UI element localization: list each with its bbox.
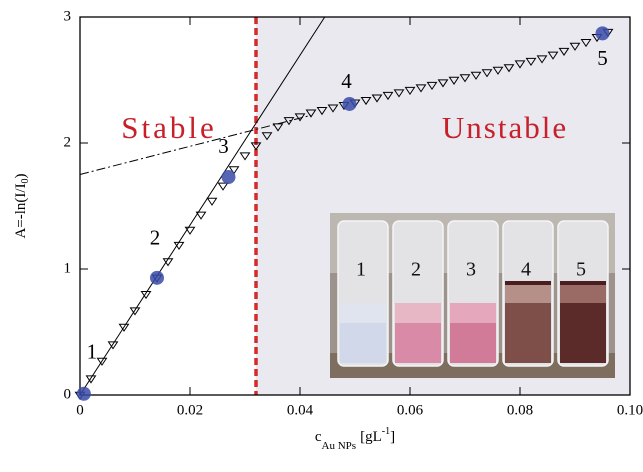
vial-liquid-top xyxy=(505,283,551,303)
data-point xyxy=(175,242,184,249)
highlight-label: 2 xyxy=(150,226,161,250)
x-tick-label: 0.04 xyxy=(287,402,314,418)
data-point xyxy=(208,198,217,205)
y-label-end: ) xyxy=(13,173,29,178)
vial-label: 4 xyxy=(521,259,531,281)
highlight-point xyxy=(222,170,236,184)
x-tick-label: 0.02 xyxy=(177,402,203,418)
x-tick-label: 0 xyxy=(76,402,84,418)
vial-meniscus xyxy=(560,281,606,285)
y-tick-label: 1 xyxy=(64,260,72,276)
data-point xyxy=(131,308,140,315)
x-label-sub: Au NPs xyxy=(322,440,357,452)
highlight-point xyxy=(150,271,164,285)
vial-meniscus xyxy=(505,281,551,285)
page: A=-ln(I/I0) cAu NPs[gL-1] 1234500.020.04… xyxy=(0,0,643,472)
x-label-end: ] xyxy=(390,429,395,445)
y-tick-label: 2 xyxy=(64,134,72,150)
x-tick-label: 0.08 xyxy=(507,402,533,418)
highlight-label: 3 xyxy=(218,134,229,158)
highlight-label: 5 xyxy=(597,46,608,70)
vial-label: 3 xyxy=(466,259,476,281)
stable-label: Stable xyxy=(121,110,217,145)
vial-label: 2 xyxy=(411,259,421,281)
x-tick-label: 0.10 xyxy=(617,402,643,418)
x-label-sup: -1 xyxy=(382,426,390,437)
highlight-label: 1 xyxy=(87,340,98,364)
y-tick-label: 0 xyxy=(64,386,72,402)
unstable-label: Unstable xyxy=(442,110,568,145)
data-point xyxy=(241,153,250,160)
vial-liquid-top xyxy=(340,303,386,323)
vial-liquid-top xyxy=(560,283,606,303)
x-label-unit: [gL xyxy=(360,429,382,445)
vial-liquid-top xyxy=(450,303,496,323)
vial-liquid-top xyxy=(395,303,441,323)
y-axis-label: A=-ln(I/I0) xyxy=(13,173,31,238)
x-tick-label: 0.06 xyxy=(397,402,424,418)
vial-label: 1 xyxy=(356,259,366,281)
data-point xyxy=(109,342,118,349)
x-axis-label: cAu NPs[gL-1] xyxy=(315,426,395,451)
data-point xyxy=(87,376,96,383)
highlight-label: 4 xyxy=(341,69,352,93)
y-label-main: A=-ln(I/I xyxy=(13,183,29,238)
inset-photo: 1 2 3 4 5 xyxy=(330,213,615,378)
highlight-point xyxy=(77,387,91,401)
vial-label: 5 xyxy=(576,259,586,281)
y-tick-label: 3 xyxy=(64,8,72,24)
highlight-point xyxy=(596,26,610,40)
highlight-point xyxy=(343,97,357,111)
data-point xyxy=(219,183,228,190)
chart: A=-ln(I/I0) cAu NPs[gL-1] 1234500.020.04… xyxy=(0,0,643,467)
